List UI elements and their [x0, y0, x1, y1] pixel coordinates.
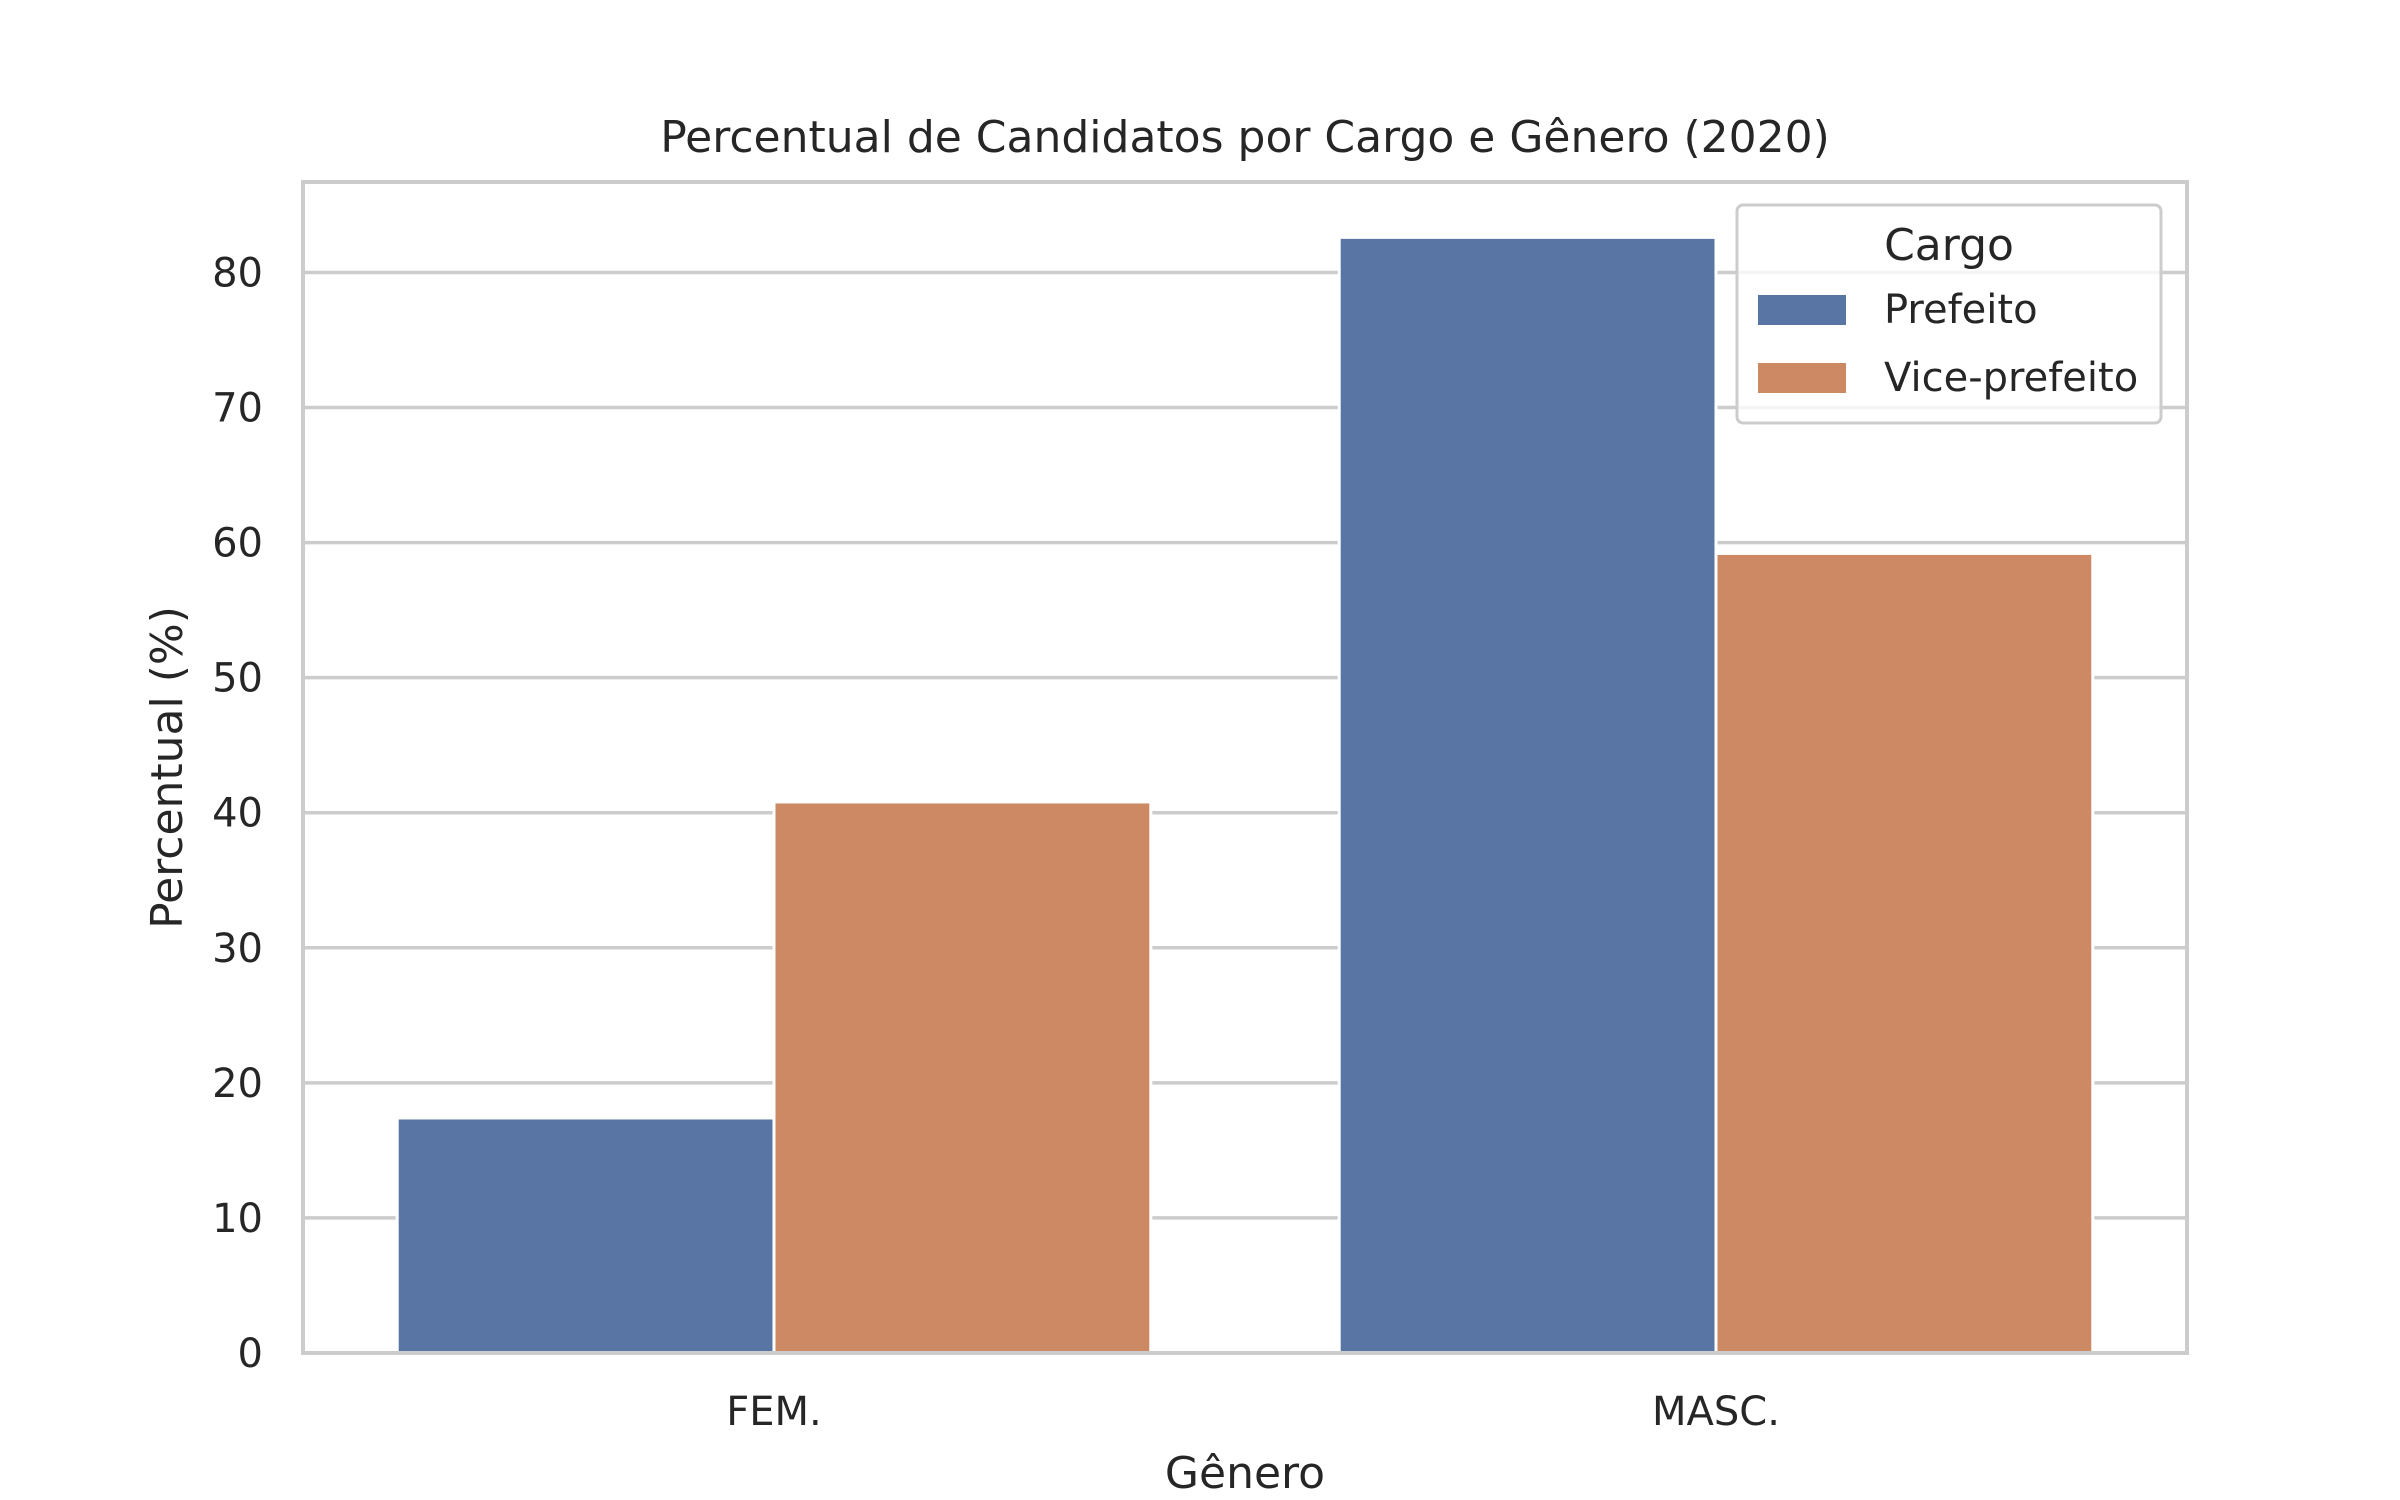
y-tick-label: 50	[212, 656, 263, 702]
y-tick-label: 70	[212, 386, 263, 432]
y-axis-label: Percentual (%)	[142, 606, 193, 929]
x-tick-label: MASC.	[1652, 1389, 1780, 1435]
y-tick-label: 40	[212, 791, 263, 837]
legend-label-vice-prefeito: Vice-prefeito	[1884, 355, 2138, 401]
chart-title: Percentual de Candidatos por Cargo e Gên…	[660, 112, 1830, 163]
y-tick-label: 20	[212, 1061, 263, 1107]
x-tick-label: FEM.	[726, 1389, 822, 1435]
bar-prefeito-masc	[1337, 235, 1718, 1355]
y-ticks: 0 10 20 30 40 50 60 70 80	[212, 250, 263, 1377]
legend-swatch-prefeito	[1758, 295, 1846, 325]
plot-frame	[301, 180, 2189, 1355]
bar-vice-prefeito-masc	[1714, 551, 2095, 1355]
y-tick-label: 0	[238, 1331, 263, 1377]
bars	[395, 235, 2095, 1355]
legend-swatch-vice-prefeito	[1758, 363, 1846, 393]
y-tick-label: 30	[212, 926, 263, 972]
legend-title: Cargo	[1884, 220, 2014, 271]
x-ticks: FEM. MASC.	[726, 1389, 1780, 1435]
bar-vice-prefeito-fem	[772, 800, 1153, 1355]
legend: Cargo Prefeito Vice-prefeito	[1735, 203, 2163, 425]
y-tick-label: 10	[212, 1196, 263, 1242]
y-tick-label: 80	[212, 250, 263, 296]
legend-items: Prefeito Vice-prefeito	[1758, 287, 2138, 401]
x-axis-label: Gênero	[1165, 1448, 1325, 1499]
bar-prefeito-fem	[395, 1116, 776, 1355]
y-tick-label: 60	[212, 521, 263, 567]
legend-label-prefeito: Prefeito	[1884, 287, 2038, 333]
